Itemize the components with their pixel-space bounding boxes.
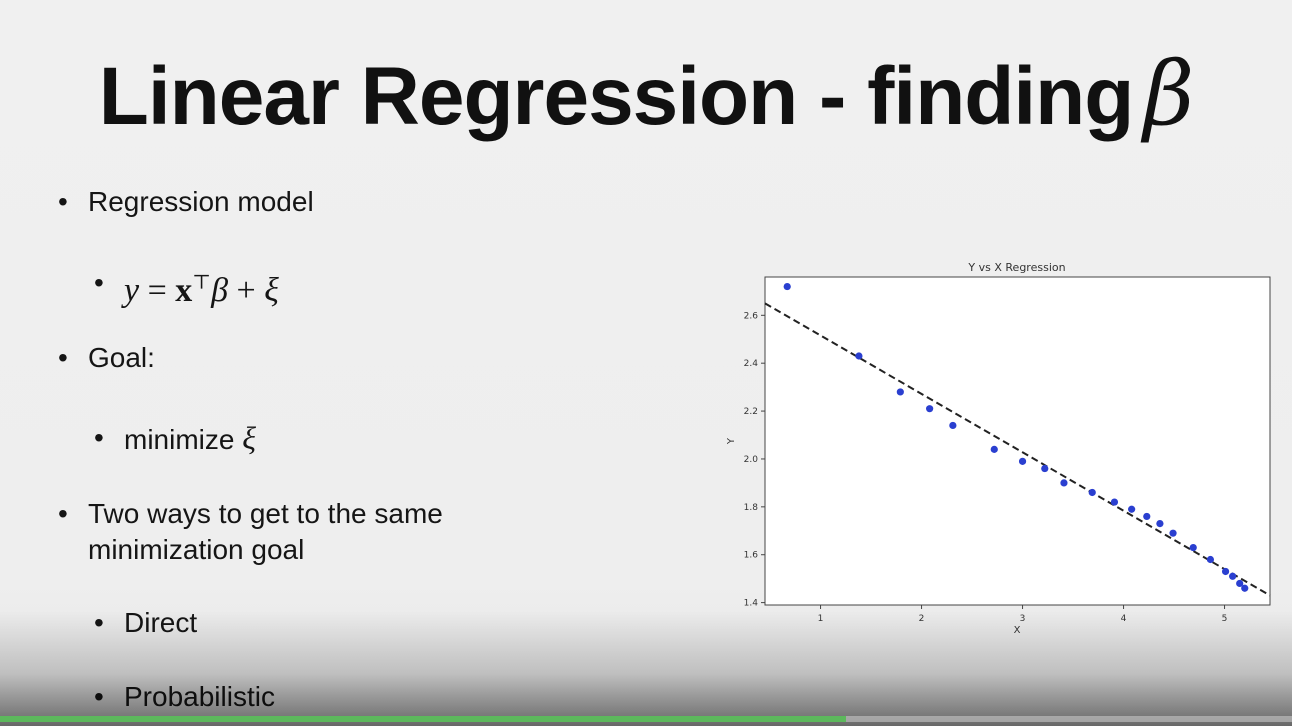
x-tick-label: 5 [1222, 614, 1228, 624]
chart-ylabel: Y [726, 437, 737, 445]
regression-equation: y = x⊤β + ξ [124, 272, 279, 309]
bullet-dot: • [94, 422, 104, 453]
bullet-dot: • [58, 498, 68, 529]
data-point [1236, 579, 1244, 588]
slide-title-beta-symbol: β [1143, 42, 1194, 145]
x-tick-label: 1 [818, 614, 824, 624]
data-point [1221, 567, 1230, 576]
bullet-minimize-text: minimize [124, 424, 243, 455]
y-tick-label: 2.2 [744, 407, 758, 417]
eq-equals: = [139, 272, 176, 310]
bullet-dot: • [94, 681, 104, 712]
eq-plus: + [228, 272, 265, 310]
y-tick-label: 1.8 [744, 503, 759, 513]
bullet-two-ways-line2: minimization goal [88, 534, 305, 565]
data-point [1110, 498, 1119, 506]
y-tick-label: 1.6 [744, 551, 759, 561]
bullet-minimize: • minimize ξ [94, 420, 256, 458]
data-point [1060, 479, 1068, 487]
bullet-goal-text: Goal: [88, 342, 155, 373]
bullet-dot: • [58, 342, 68, 373]
data-point [1229, 572, 1237, 580]
data-point [926, 405, 934, 413]
data-point [1189, 543, 1197, 552]
bullet-regression-model: • Regression model [58, 184, 314, 220]
slide-title-text: Linear Regression - finding [98, 51, 1135, 142]
bullet-two-ways-line1: Two ways to get to the same [88, 498, 443, 529]
slide-title: Linear Regression - finding β [0, 42, 1292, 145]
bullet-probabilistic-text: Probabilistic [124, 681, 275, 712]
minimize-xi: ξ [242, 420, 256, 456]
video-progress-fill [0, 716, 847, 722]
y-tick-label: 2.0 [744, 455, 759, 465]
data-point [1041, 464, 1049, 473]
y-tick-label: 2.6 [744, 311, 759, 321]
data-point [1018, 457, 1027, 465]
regression-fit-line [764, 302, 1271, 597]
bullet-probabilistic: • Probabilistic [94, 679, 275, 715]
data-point [1169, 529, 1177, 537]
y-tick-label: 2.4 [744, 359, 759, 369]
data-point [949, 421, 957, 430]
eq-transpose: ⊤ [192, 272, 212, 294]
eq-beta: β [211, 272, 229, 310]
chart-plot-area [764, 276, 1271, 606]
video-progress-bar[interactable] [0, 716, 1292, 722]
bullet-direct: • Direct [94, 605, 198, 641]
data-point [1143, 512, 1151, 521]
bullet-dot: • [58, 186, 68, 217]
data-point [1206, 555, 1215, 564]
bullet-equation: • y = x⊤β + ξ [94, 265, 279, 310]
chart-title: Y vs X Regression [967, 261, 1065, 274]
data-point [1088, 488, 1096, 497]
data-point [1128, 505, 1136, 513]
bullet-goal: • Goal: [58, 340, 155, 376]
bullet-direct-text: Direct [124, 607, 198, 638]
eq-x: x [175, 272, 193, 310]
eq-y: y [124, 272, 140, 310]
bullet-dot: • [94, 267, 104, 298]
bullet-dot: • [94, 607, 104, 638]
y-tick-label: 1.4 [744, 599, 759, 609]
regression-chart: Y vs X Regression 1 2 3 4 5 1.4 1.6 1.8 2.0 2.2 2.… [726, 261, 1271, 636]
data-point [990, 445, 998, 453]
x-tick-label: 3 [1020, 614, 1026, 624]
data-point [783, 282, 791, 291]
data-point [896, 388, 904, 396]
x-tick-label: 4 [1121, 614, 1127, 624]
bullet-two-ways-cont: minimization goal [88, 532, 304, 568]
bullet-two-ways: • Two ways to get to the same [58, 496, 443, 532]
data-point [1156, 519, 1164, 528]
chart-xlabel: X [1014, 625, 1021, 636]
data-point [855, 352, 863, 360]
eq-xi: ξ [264, 272, 279, 310]
bullet-regression-model-text: Regression model [88, 186, 314, 217]
x-tick-label: 2 [919, 614, 925, 624]
data-point [1241, 584, 1249, 592]
